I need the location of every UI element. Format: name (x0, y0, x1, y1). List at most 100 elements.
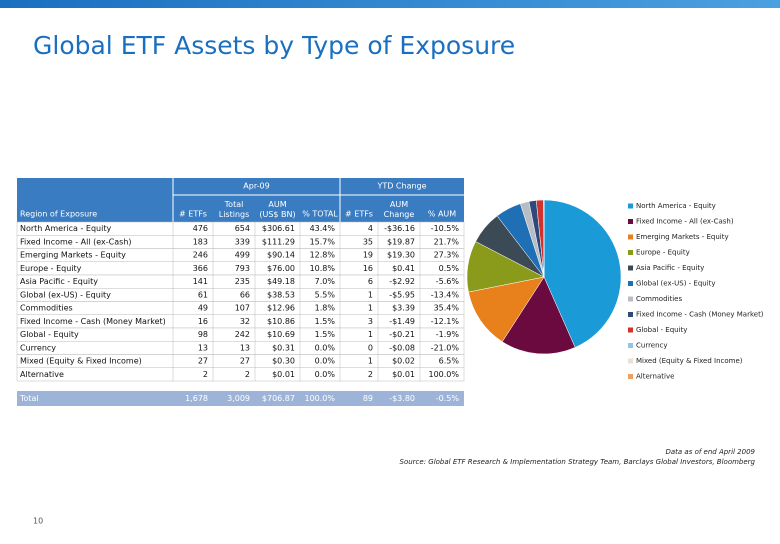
cell: -$2.92 (389, 277, 415, 286)
cell: 476 (193, 224, 208, 233)
cell: 0 (368, 343, 373, 352)
cell: $49.18 (267, 277, 295, 286)
cell: 21.7% (434, 237, 460, 246)
cell: 6.5% (439, 357, 460, 366)
cell: 49 (198, 304, 208, 313)
cell: $0.02 (392, 357, 415, 366)
cell: 1 (368, 357, 373, 366)
total-cell: -0.5% (436, 394, 460, 403)
legend-swatch (628, 219, 633, 224)
total-cell: 89 (363, 394, 373, 403)
cell: $10.69 (267, 330, 295, 339)
column-header: # ETFs (345, 210, 373, 219)
group-header: Apr-09 (243, 182, 269, 191)
cell: 2 (368, 370, 373, 379)
cell: 1.5% (315, 317, 336, 326)
row-label: Fixed Income - All (ex-Cash) (20, 237, 132, 246)
row-label: Europe - Equity (20, 264, 82, 273)
total-cell: 100.0% (304, 394, 335, 403)
row-label: Commodities (20, 304, 73, 313)
cell: 19 (363, 251, 373, 260)
group-header: YTD Change (376, 182, 426, 191)
row-label: Asia Pacific - Equity (20, 277, 98, 286)
cell: 0.0% (315, 343, 336, 352)
cell: $0.41 (392, 264, 415, 273)
cell: $19.30 (387, 251, 415, 260)
cell: 27 (240, 357, 250, 366)
cell: 13 (240, 343, 250, 352)
cell: 35.4% (434, 304, 460, 313)
cell: 107 (235, 304, 250, 313)
cell: -$5.95 (389, 290, 415, 299)
cell: 654 (235, 224, 250, 233)
legend-swatch (628, 235, 633, 240)
cell: 100.0% (428, 370, 459, 379)
cell: 793 (235, 264, 250, 273)
row-label: Global - Equity (20, 330, 79, 339)
cell: 98 (198, 330, 208, 339)
cell: 2 (245, 370, 250, 379)
cell: 66 (240, 290, 250, 299)
row-label: Mixed (Equity & Fixed Income) (20, 357, 142, 366)
cell: 35 (363, 237, 373, 246)
cell: -10.5% (431, 224, 460, 233)
cell: -$0.08 (389, 343, 415, 352)
legend-label: Asia Pacific - Equity (636, 264, 704, 272)
cell: 183 (193, 237, 208, 246)
cell: 6 (368, 277, 373, 286)
cell: 235 (235, 277, 250, 286)
cell: $0.31 (272, 343, 295, 352)
cell: 0.0% (315, 370, 336, 379)
cell: 4 (368, 224, 373, 233)
cell: 1 (368, 330, 373, 339)
legend-swatch (628, 297, 633, 302)
cell: 366 (193, 264, 208, 273)
total-cell: -$3.80 (389, 394, 415, 403)
cell: 27 (198, 357, 208, 366)
total-cell: 1,678 (185, 394, 208, 403)
cell: 1.8% (315, 304, 336, 313)
cell: 499 (235, 251, 250, 260)
legend-swatch (628, 374, 633, 379)
slide-title: Global ETF Assets by Type of Exposure (33, 31, 515, 60)
cell: $90.14 (267, 251, 295, 260)
cell: -5.6% (436, 277, 460, 286)
cell: 13 (198, 343, 208, 352)
row-label: Emerging Markets - Equity (20, 251, 126, 260)
cell: 10.8% (310, 264, 336, 273)
row-label: Alternative (20, 370, 64, 379)
cell: 16 (363, 264, 373, 273)
total-cell: $706.87 (262, 394, 295, 403)
cell: 339 (235, 237, 250, 246)
page-number: 10 (33, 517, 43, 526)
legend-label: Fixed Income - Cash (Money Market) (636, 311, 764, 319)
row-label: Global (ex-US) - Equity (20, 290, 111, 299)
row-label: North America - Equity (20, 224, 111, 233)
cell: $19.87 (387, 237, 415, 246)
row-label: Fixed Income - Cash (Money Market) (20, 317, 166, 326)
cell: 12.8% (310, 251, 336, 260)
legend-swatch (628, 281, 633, 286)
cell: $12.96 (267, 304, 295, 313)
cell: 1.5% (315, 330, 336, 339)
cell: -$0.21 (389, 330, 415, 339)
cell: -1.9% (436, 330, 460, 339)
cell: 0.5% (439, 264, 460, 273)
cell: 16 (198, 317, 208, 326)
legend-swatch (628, 250, 633, 255)
legend-swatch (628, 266, 633, 271)
cell: -$1.49 (389, 317, 415, 326)
cell: 242 (235, 330, 250, 339)
cell: 32 (240, 317, 250, 326)
column-header: % TOTAL (302, 210, 338, 219)
cell: 43.4% (310, 224, 336, 233)
top-band (0, 0, 780, 8)
cell: $0.01 (392, 370, 415, 379)
cell: $3.39 (392, 304, 415, 313)
legend-label: Mixed (Equity & Fixed Income) (636, 357, 743, 365)
legend-label: Currency (636, 342, 668, 350)
cell: 1 (368, 304, 373, 313)
total-label: Total (19, 394, 39, 403)
cell: $306.61 (262, 224, 295, 233)
cell: $38.53 (267, 290, 295, 299)
